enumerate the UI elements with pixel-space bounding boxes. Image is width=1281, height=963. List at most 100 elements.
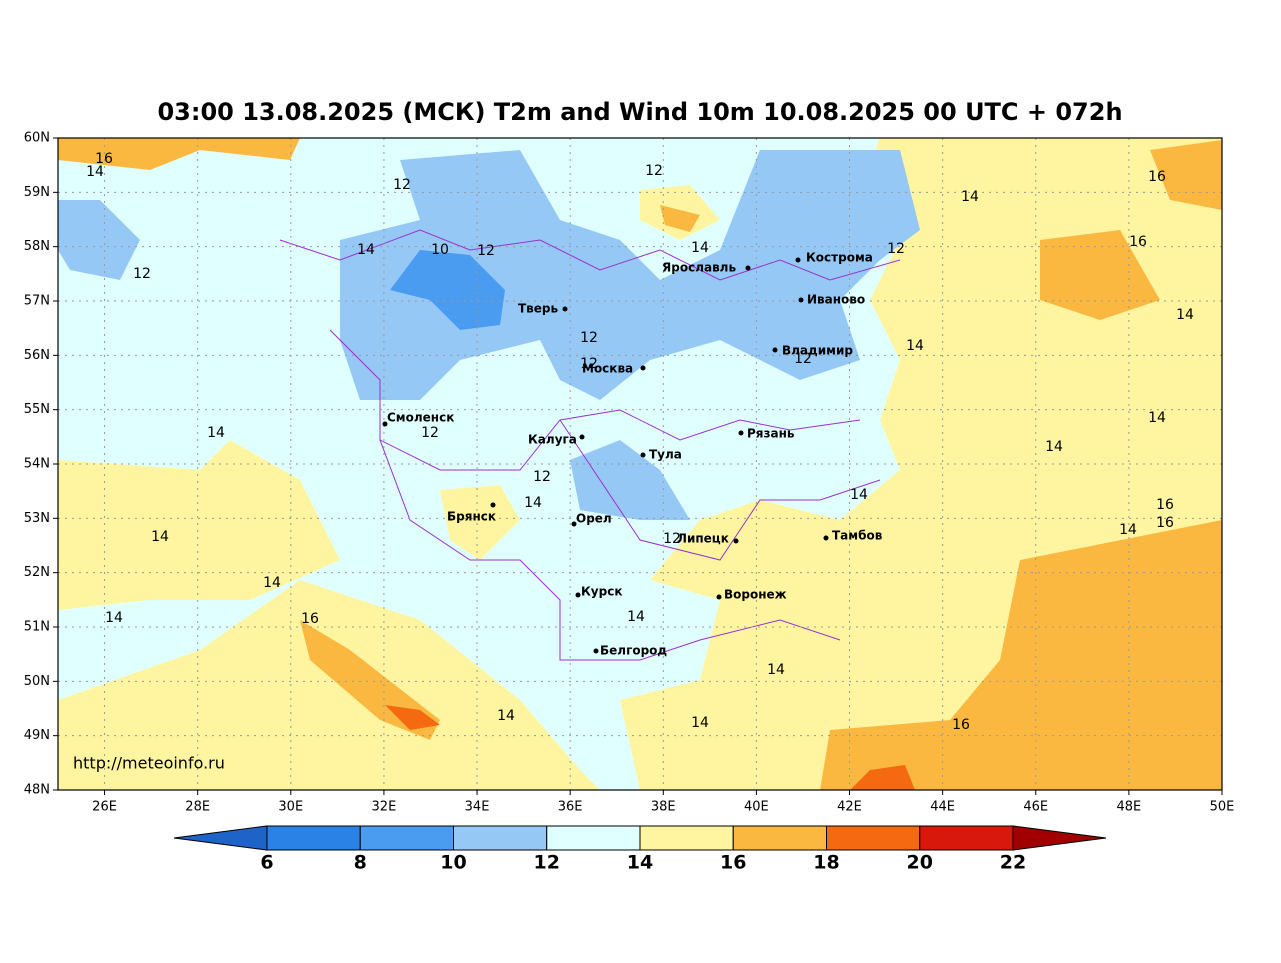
contour-label: 14 [850,487,868,503]
contour-label: 16 [1129,234,1147,250]
colorbar-bin [266,825,361,851]
x-tick-label: 42E [837,800,862,815]
city-label: Курск [581,585,622,599]
city-label: Тамбов [832,529,883,543]
y-tick-label: 50N [24,674,50,689]
city-dot [490,502,496,508]
city-dot [579,434,585,440]
contour-label: 14 [357,242,375,258]
y-tick-label: 52N [24,565,50,580]
city-label: Смоленск [387,411,454,425]
colorbar-tick-label: 16 [720,852,746,874]
contour-label: 14 [1176,307,1194,323]
contour-label: 14 [497,708,515,724]
city-label: Тула [649,448,682,462]
city-label: Владимир [782,344,853,358]
contour-label: 14 [691,715,709,731]
contour-label: 14 [86,164,104,180]
x-tick-label: 32E [372,800,397,815]
x-tick-label: 28E [185,800,210,815]
y-tick-label: 58N [24,239,50,254]
city-label: Москва [582,362,633,376]
contour-label: 14 [263,575,281,591]
city-label: Ярославль [662,261,736,275]
colorbar-bin [826,825,921,851]
contour-label: 14 [1148,410,1166,426]
contour-label: 14 [627,609,645,625]
city-dot [795,257,801,263]
y-tick-label: 48N [24,783,50,798]
contour-label: 14 [524,495,542,511]
city-label: Рязань [747,427,795,441]
contour-label: 12 [580,356,598,372]
source-url: http://meteoinfo.ru [73,754,225,773]
colorbar-tick-label: 8 [354,852,367,874]
contour-label: 12 [580,330,598,346]
colorbar-bin [919,825,1014,851]
y-tick-label: 56N [24,348,50,363]
colorbar-tick-label: 18 [813,852,839,874]
contour-label: 14 [767,662,785,678]
city-label: Кострома [806,251,873,265]
y-tick-label: 54N [24,457,50,472]
axis-ticks: 26E 28E 30E 32E 34E 36E 38E 40E 42E 44E 46E 48E 50E 4… [24,131,1235,815]
contour-label: 12 [645,163,663,179]
y-tick-label: 49N [24,728,50,743]
contour-label: 14 [207,425,225,441]
contour-label: 12 [477,243,495,259]
colorbar-tick-label: 6 [260,852,273,874]
city-label: Воронеж [724,588,787,602]
city-dot [562,306,568,312]
x-tick-label: 34E [465,800,490,815]
contour-label: 12 [133,266,151,282]
colorbar-extend-high [1012,825,1107,851]
colorbar-bin [359,825,454,851]
contour-label: 14 [1045,439,1063,455]
y-tick-label: 59N [24,185,50,200]
city-label: Липецк [677,532,729,546]
contour-label: 14 [691,240,709,256]
y-tick-label: 57N [24,294,50,309]
contour-label: 14 [1119,522,1137,538]
contour-label: 16 [1156,515,1174,531]
boundaries [279,229,901,661]
colorbar-bin [639,825,734,851]
y-tick-label: 51N [24,620,50,635]
x-tick-label: 46E [1023,800,1048,815]
colorbar-tick-label: 14 [627,852,653,874]
x-tick-label: 48E [1116,800,1141,815]
x-tick-label: 38E [651,800,676,815]
contour-label: 12 [421,425,439,441]
contour-label: 16 [95,151,113,167]
colorbar-bin [732,825,827,851]
city-dot [571,521,577,527]
city-label: Иваново [807,293,865,307]
city-dot [772,347,778,353]
colorbar-tick-label: 10 [440,852,466,874]
cities: Ярославль Кострома Иваново Тверь Владими… [382,251,883,658]
y-tick-label: 55N [24,402,50,417]
city-dot [745,265,751,271]
x-tick-label: 36E [558,800,583,815]
contour-label: 12 [794,351,812,367]
city-dot [733,538,739,544]
contour-label: 12 [533,469,551,485]
city-dot [640,452,646,458]
city-dot [798,297,804,303]
city-label: Брянск [447,510,496,524]
y-tick-label: 60N [24,131,50,146]
city-label: Тверь [518,302,559,316]
contour-label: 12 [393,177,411,193]
title: 03:00 13.08.2025 (МСК) T2m and Wind 10m … [157,98,1122,126]
city-dot [823,535,829,541]
colorbar: 6 8 10 12 14 16 18 20 22 [173,825,1107,874]
city-dot [382,421,388,427]
colorbar-extend-low [173,825,268,851]
contour-label: 16 [1156,497,1174,513]
contour-label: 14 [906,338,924,354]
contour-labels: 16 14 12 14 10 12 12 14 12 14 16 16 12 1… [86,151,1194,733]
x-tick-label: 30E [278,800,303,815]
contour-label: 12 [663,531,681,547]
city-dot [575,592,581,598]
